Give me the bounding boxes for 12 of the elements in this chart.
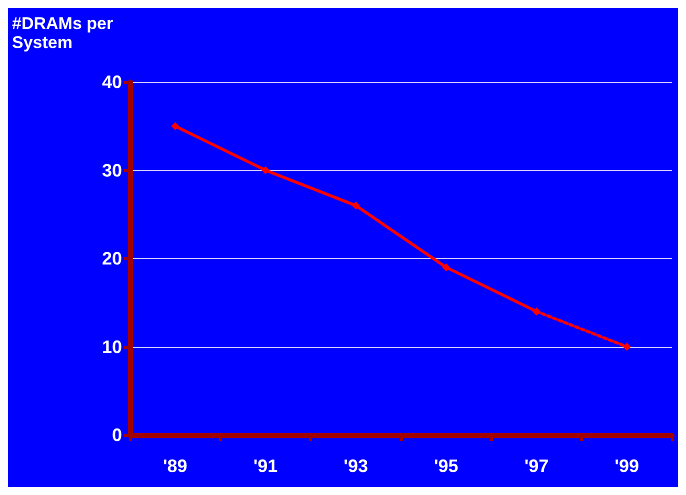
x-tick-label: '95 — [434, 456, 458, 476]
y-tick-label: 30 — [102, 160, 122, 180]
y-tick-label: 40 — [102, 72, 122, 92]
y-axis-title: #DRAMs per System — [12, 14, 118, 52]
x-tick-label: '97 — [524, 456, 549, 476]
x-tick-label: '93 — [344, 456, 368, 476]
y-tick-label: 10 — [102, 336, 122, 357]
x-tick-label: '91 — [253, 456, 278, 476]
x-tick-label: '99 — [614, 456, 639, 476]
x-tick-label: '89 — [163, 456, 188, 476]
y-tick-label: 0 — [112, 425, 122, 445]
y-tick-label: 20 — [102, 248, 122, 268]
